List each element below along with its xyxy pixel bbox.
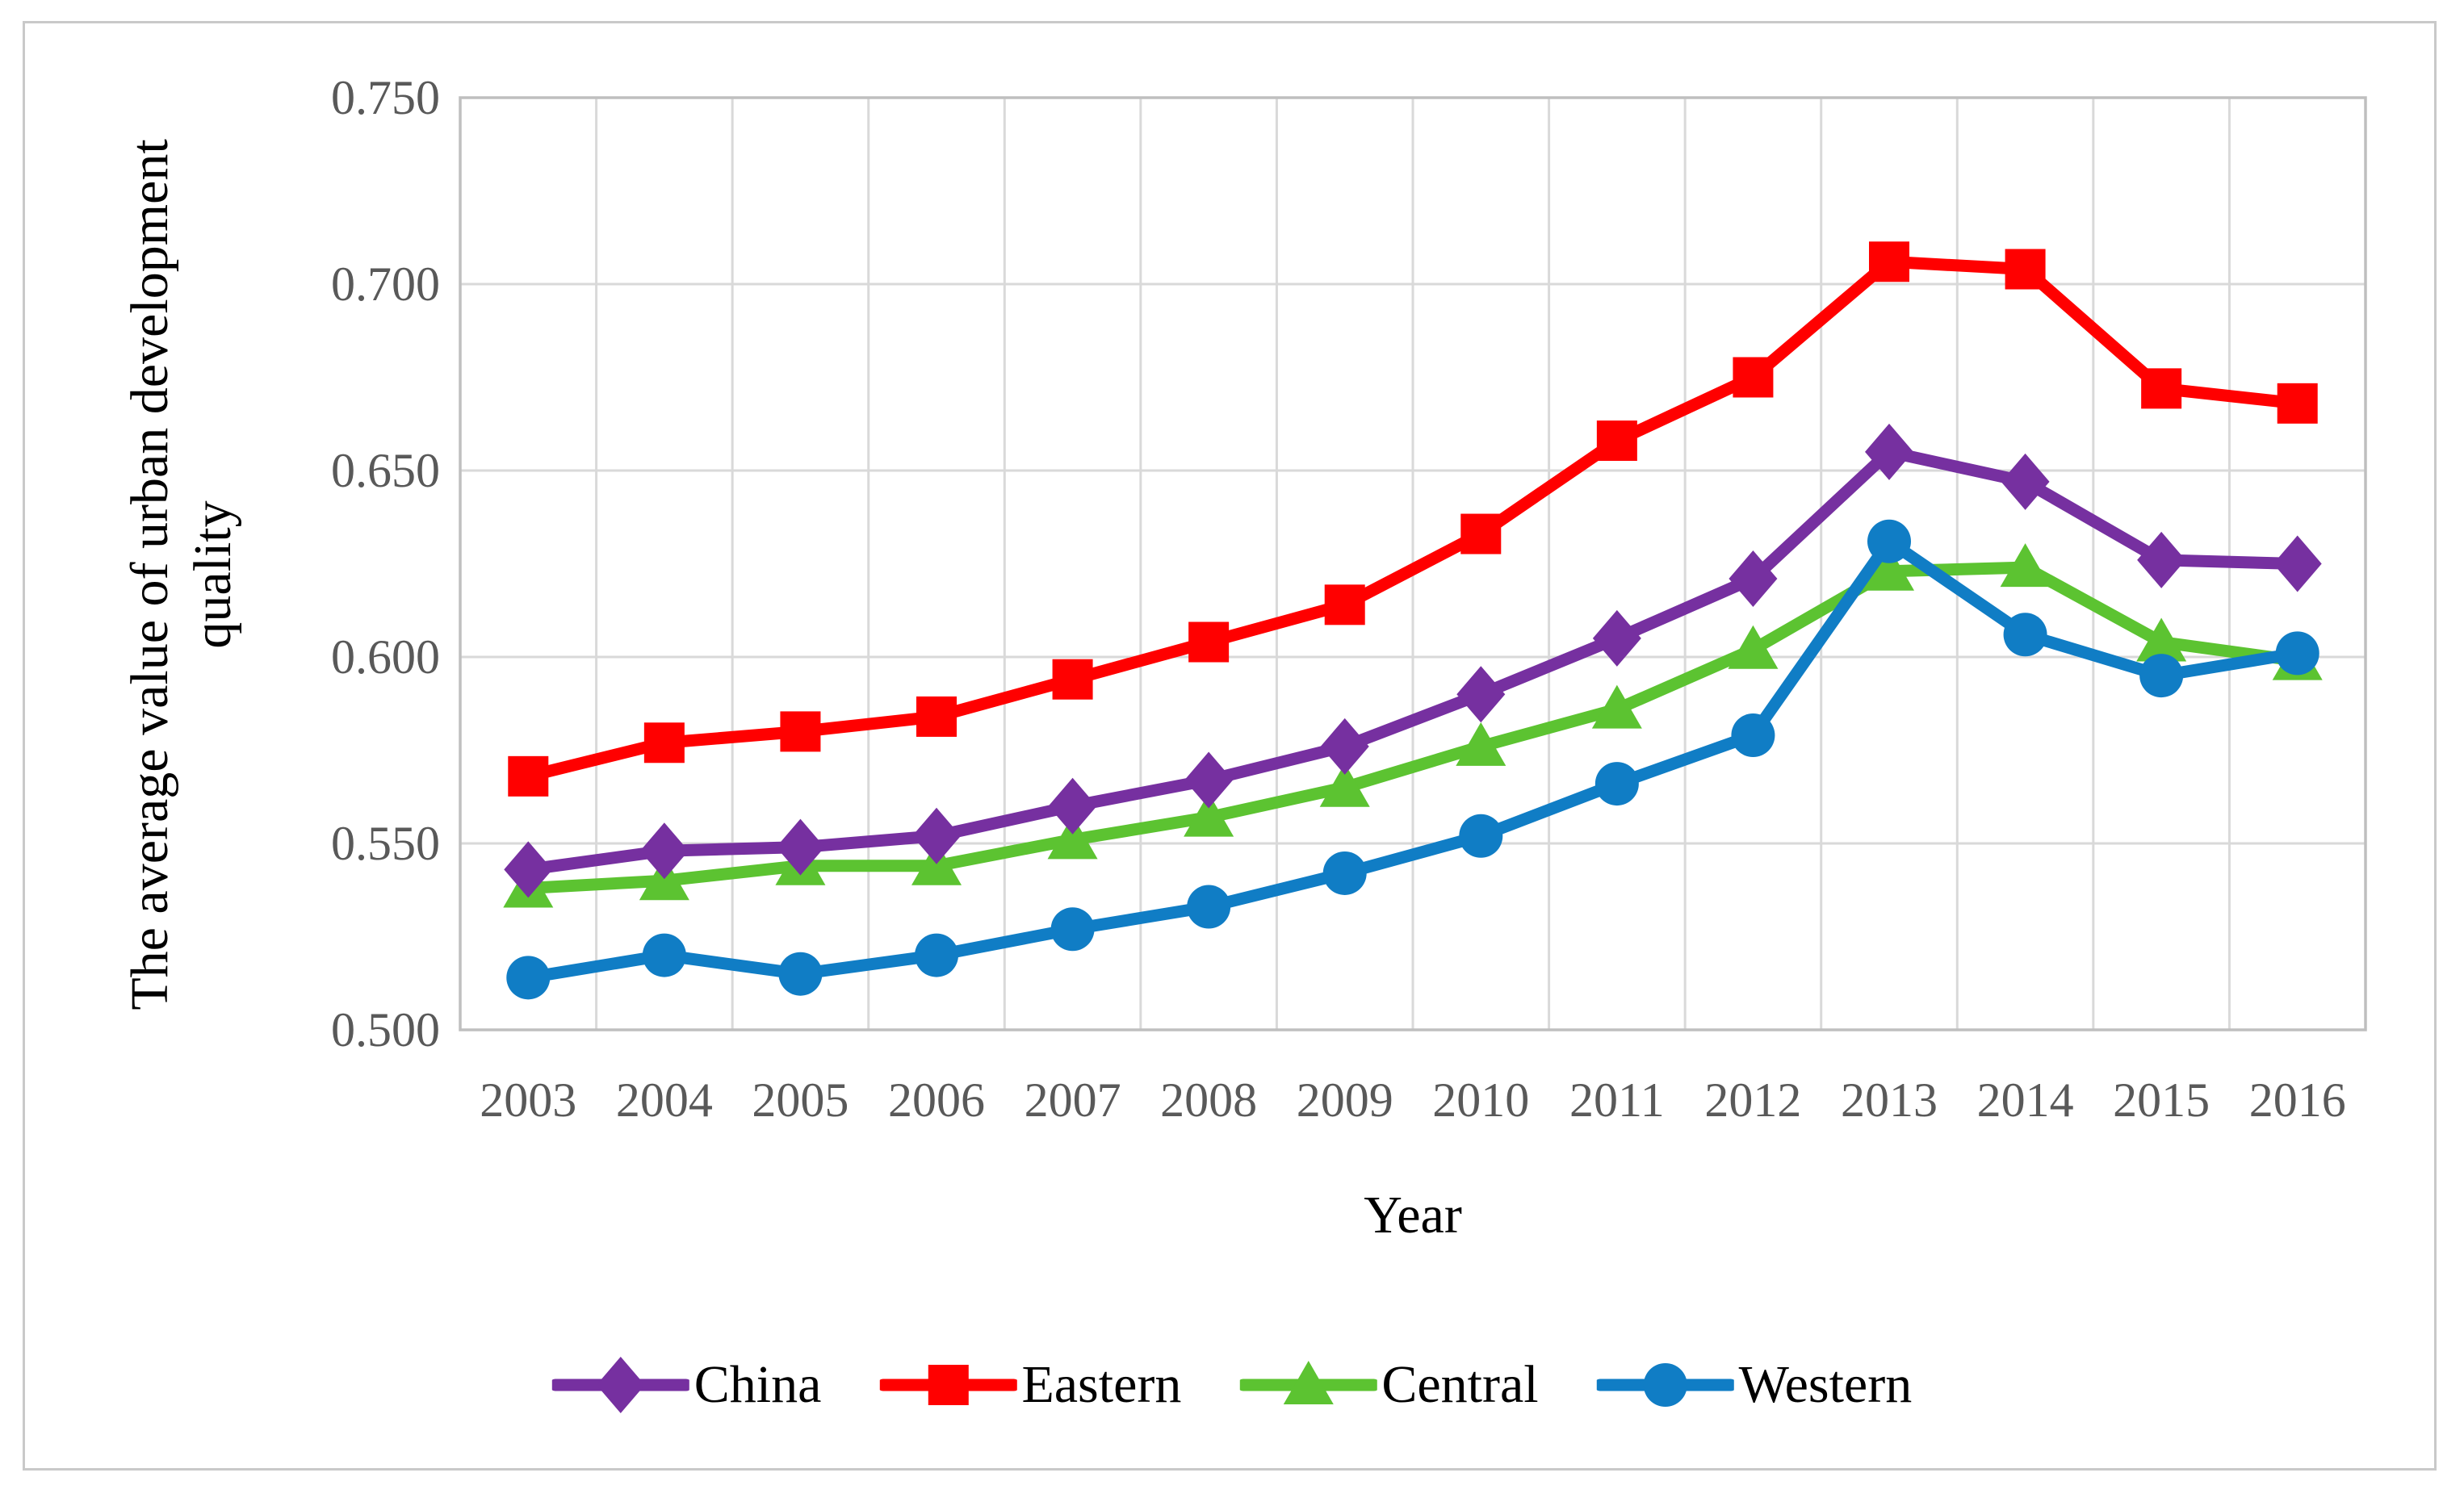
x-tick-label: 2003 bbox=[480, 1073, 577, 1127]
x-tick-label: 2007 bbox=[1024, 1073, 1121, 1127]
plot-border bbox=[459, 96, 2367, 1031]
series-western bbox=[506, 519, 2319, 1000]
legend-label: Western bbox=[1738, 1355, 1913, 1414]
y-axis-title: The average value of urban development qu… bbox=[119, 69, 245, 1081]
y-axis-title-line: quality bbox=[183, 500, 242, 649]
legend-label: China bbox=[694, 1355, 822, 1414]
series-china bbox=[504, 423, 2322, 898]
legend-item-eastern: Eastern bbox=[879, 1353, 1181, 1417]
legend-marker-square-icon bbox=[879, 1365, 1017, 1405]
x-tick-label: 2013 bbox=[1841, 1073, 1938, 1127]
x-tick-label: 2009 bbox=[1296, 1073, 1393, 1127]
legend-marker-diamond-icon bbox=[551, 1357, 689, 1413]
legend-item-china: China bbox=[551, 1353, 822, 1417]
x-tick-label: 2011 bbox=[1569, 1073, 1665, 1127]
y-axis-title-line: The average value of urban development bbox=[120, 139, 179, 1010]
series-eastern bbox=[508, 241, 2318, 797]
legend-label: Eastern bbox=[1021, 1355, 1182, 1414]
x-tick-label: 2012 bbox=[1704, 1073, 1802, 1127]
y-tick-label: 0.650 bbox=[331, 444, 440, 497]
x-tick-label: 2005 bbox=[752, 1073, 849, 1127]
legend: China Eastern Central Western bbox=[551, 1353, 1913, 1417]
x-tick-label: 2004 bbox=[615, 1073, 713, 1127]
y-tick-label: 0.550 bbox=[331, 817, 440, 870]
y-tick-label: 0.600 bbox=[331, 630, 440, 684]
series-line-central bbox=[522, 561, 2304, 894]
legend-label: Central bbox=[1381, 1355, 1539, 1414]
x-tick-label: 2015 bbox=[2113, 1073, 2210, 1127]
x-tick-label: 2016 bbox=[2248, 1073, 2346, 1127]
series-line-china bbox=[522, 446, 2304, 876]
y-tick-label: 0.500 bbox=[331, 1003, 440, 1056]
y-tick-label: 0.750 bbox=[331, 71, 440, 124]
legend-marker-circle-icon bbox=[1596, 1363, 1734, 1407]
series-line-eastern bbox=[522, 255, 2304, 783]
y-tick-label: 0.700 bbox=[331, 257, 440, 311]
x-tick-label: 2010 bbox=[1432, 1073, 1530, 1127]
series-line-western bbox=[522, 535, 2304, 984]
x-tick-label: 2008 bbox=[1160, 1073, 1258, 1127]
legend-marker-triangle-icon bbox=[1239, 1361, 1377, 1404]
x-tick-label: 2014 bbox=[1976, 1073, 2074, 1127]
x-axis-title: Year bbox=[1364, 1186, 1462, 1245]
legend-item-central: Central bbox=[1239, 1353, 1539, 1417]
x-tick-label: 2006 bbox=[888, 1073, 985, 1127]
figure-frame bbox=[23, 21, 2437, 1471]
legend-item-western: Western bbox=[1596, 1353, 1913, 1417]
